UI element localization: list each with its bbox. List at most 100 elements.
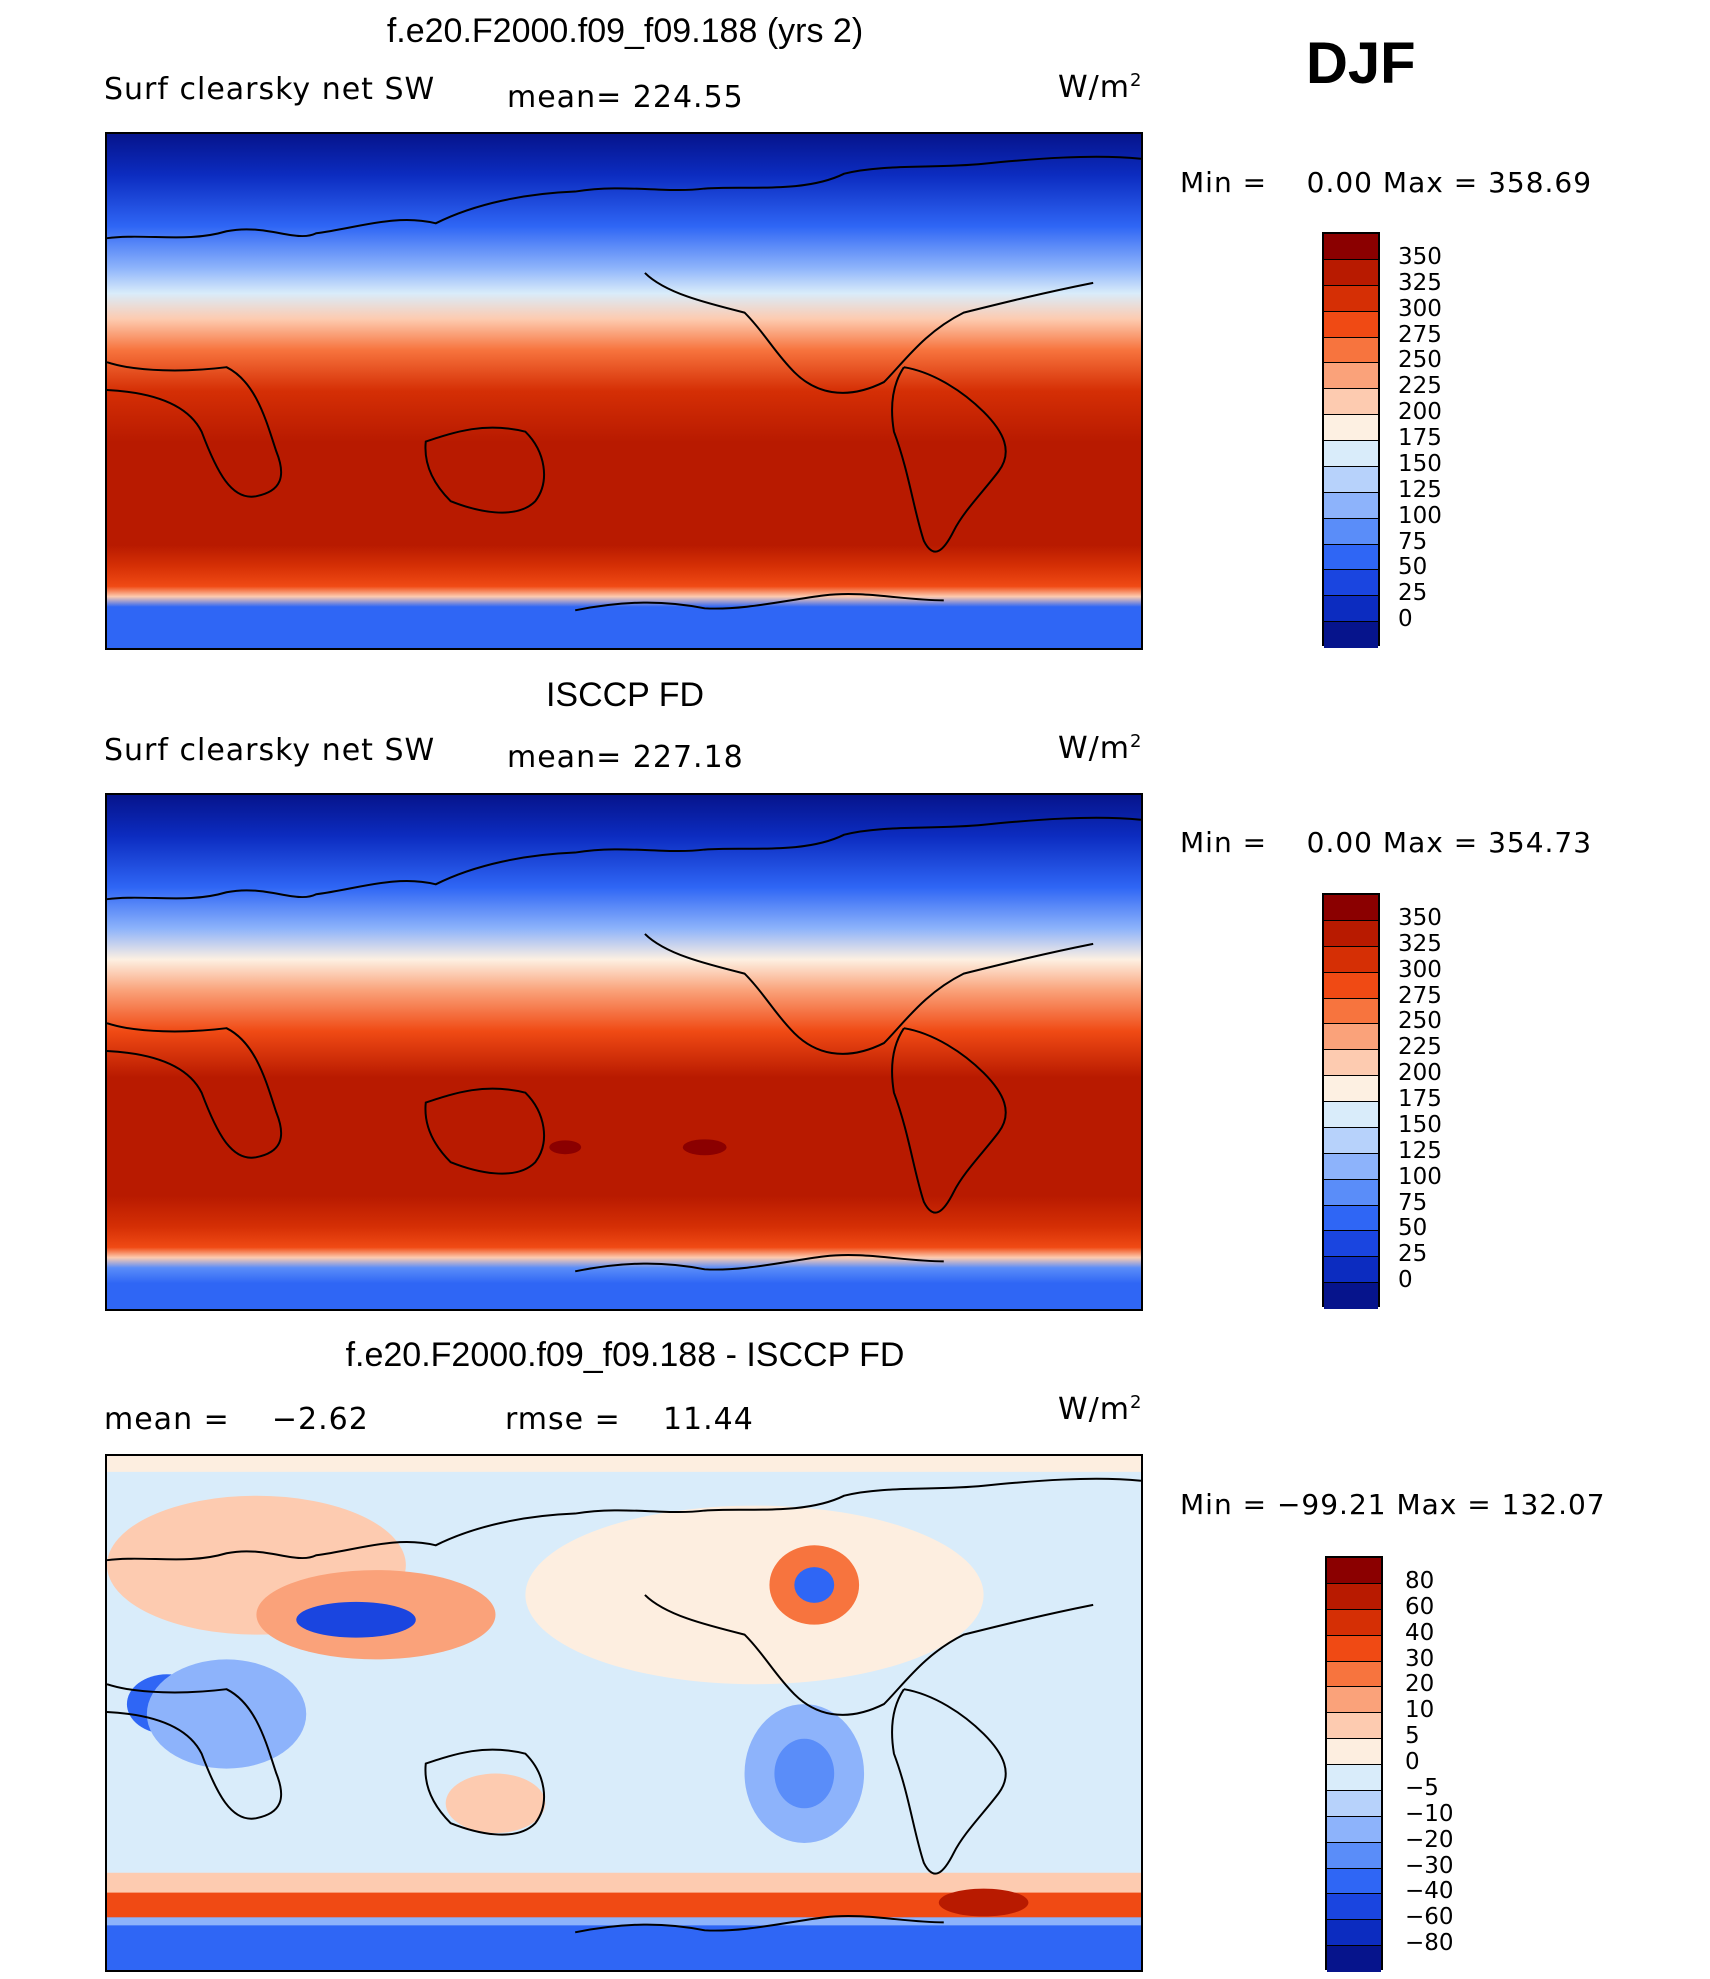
colorbar-segment — [1327, 1894, 1381, 1921]
panel1-minmax: Min = 0.00 Max = 358.69 — [1180, 166, 1592, 199]
panel3-mean-label: mean = — [104, 1402, 230, 1437]
colorbar-segment — [1327, 1816, 1381, 1843]
colorbar-segment — [1324, 1179, 1378, 1206]
panel2-units: W/m2 — [1058, 731, 1143, 766]
panel3-rmse: rmse = 11.44 — [505, 1402, 754, 1437]
panel1-title: f.e20.F2000.f09_f09.188 (yrs 2) — [386, 12, 864, 50]
colorbar-segment — [1324, 492, 1378, 519]
colorbar-segment — [1327, 1920, 1381, 1947]
colorbar-segment — [1324, 285, 1378, 312]
colorbar-tick-label: 300 — [1398, 956, 1442, 983]
colorbar-tick-label: 125 — [1398, 476, 1442, 503]
colorbar-tick-label: 250 — [1398, 347, 1442, 374]
colorbar-segment — [1327, 1842, 1381, 1869]
panel1-units: W/m2 — [1058, 70, 1143, 105]
colorbar-segment — [1324, 570, 1378, 597]
colorbar-tick-label: 125 — [1398, 1137, 1442, 1164]
colorbar-tick-label: 325 — [1398, 930, 1442, 957]
colorbar-segment — [1324, 234, 1378, 260]
colorbar-tick-label: 10 — [1405, 1697, 1435, 1724]
panel2-variable-label: Surf clearsky net SW — [104, 733, 436, 768]
colorbar-segment — [1324, 1257, 1378, 1284]
colorbar-segment — [1324, 1127, 1378, 1154]
panel2-min-value: 0.00 — [1306, 826, 1373, 859]
colorbar-tick-label: 20 — [1405, 1671, 1435, 1698]
colorbar-tick-label: 175 — [1398, 425, 1442, 451]
panel3-min-value: −99.21 — [1276, 1488, 1387, 1521]
panel1-max-value: 358.69 — [1488, 166, 1593, 199]
panel3-min-label: Min = — [1180, 1488, 1268, 1521]
colorbar-tick-label: 200 — [1398, 399, 1442, 426]
colorbar-tick-label: −30 — [1405, 1852, 1454, 1879]
colorbar-tick-label: 150 — [1398, 450, 1442, 477]
colorbar-segment — [1327, 1739, 1381, 1765]
panel1-field — [107, 134, 1141, 648]
colorbar-segment — [1324, 1102, 1378, 1128]
colorbar-segment — [1327, 1868, 1381, 1895]
colorbar-tick-label: 275 — [1398, 982, 1442, 1009]
panel1-mean-value: 224.55 — [632, 80, 744, 115]
panel2-field — [107, 795, 1141, 1309]
colorbar-tick-label: 30 — [1405, 1645, 1435, 1672]
colorbar-tick-label: 80 — [1405, 1567, 1435, 1594]
panel3-map — [105, 1454, 1143, 1972]
colorbar-segment — [1324, 920, 1378, 947]
colorbar-segment — [1324, 441, 1378, 467]
colorbar-segment — [1327, 1790, 1381, 1817]
panel1-map — [105, 132, 1143, 650]
panel1-colorbar — [1322, 232, 1380, 648]
colorbar-segment — [1324, 311, 1378, 338]
colorbar-segment — [1324, 1050, 1378, 1077]
colorbar-segment — [1327, 1946, 1381, 1972]
colorbar-segment — [1324, 337, 1378, 364]
panel3-mean-value: −2.62 — [271, 1402, 369, 1437]
colorbar-tick-label: 75 — [1398, 528, 1428, 555]
panel3-mean: mean = −2.62 — [104, 1402, 369, 1437]
panel1-coastlines — [107, 155, 1141, 612]
colorbar-segment — [1324, 1076, 1378, 1102]
colorbar-segment — [1324, 1231, 1378, 1258]
colorbar-tick-label: 0 — [1398, 606, 1413, 633]
colorbar-tick-label: 0 — [1405, 1749, 1420, 1775]
colorbar-tick-label: 350 — [1398, 904, 1442, 931]
colorbar-tick-label: 250 — [1398, 1008, 1442, 1035]
panel3-max-value: 132.07 — [1501, 1488, 1606, 1521]
colorbar-segment — [1327, 1583, 1381, 1610]
panel3-max-label: Max = — [1396, 1488, 1492, 1521]
colorbar-tick-label: −60 — [1405, 1904, 1454, 1931]
colorbar-segment — [1327, 1558, 1381, 1584]
panel2-minmax: Min = 0.00 Max = 354.73 — [1180, 826, 1592, 859]
colorbar-tick-label: 75 — [1398, 1189, 1428, 1216]
panel2-min-label: Min = — [1180, 826, 1268, 859]
panel3-colorbar — [1325, 1556, 1383, 1972]
panel3-minmax: Min = −99.21 Max = 132.07 — [1180, 1488, 1606, 1521]
panel2-max-spot-2 — [682, 1139, 727, 1156]
colorbar-tick-label: 150 — [1398, 1111, 1442, 1138]
colorbar-segment — [1327, 1765, 1381, 1791]
colorbar-segment — [1324, 518, 1378, 545]
panel1-map-svg — [107, 134, 1141, 648]
colorbar-tick-label: 100 — [1398, 502, 1442, 529]
colorbar-tick-label: −10 — [1405, 1800, 1454, 1827]
panel2-title: ISCCP FD — [545, 676, 705, 714]
colorbar-segment — [1324, 998, 1378, 1025]
colorbar-tick-label: 350 — [1398, 243, 1442, 270]
colorbar-tick-label: −20 — [1405, 1826, 1454, 1853]
colorbar-tick-label: 40 — [1405, 1619, 1435, 1646]
panel2-map — [105, 793, 1143, 1311]
colorbar-tick-label: 5 — [1405, 1723, 1420, 1750]
colorbar-tick-label: 225 — [1398, 373, 1442, 400]
panel3-rmse-label: rmse = — [505, 1402, 621, 1437]
colorbar-segment — [1324, 389, 1378, 416]
colorbar-segment — [1324, 1024, 1378, 1051]
colorbar-tick-label: 25 — [1398, 1241, 1428, 1268]
colorbar-tick-label: 175 — [1398, 1086, 1442, 1112]
panel2-coastlines — [107, 816, 1141, 1273]
panel2-max-label: Max = — [1382, 826, 1479, 859]
panel3-title: f.e20.F2000.f09_f09.188 - ISCCP FD — [345, 1336, 905, 1374]
colorbar-segment — [1327, 1713, 1381, 1740]
colorbar-segment — [1324, 622, 1378, 648]
colorbar-segment — [1324, 1205, 1378, 1232]
colorbar-segment — [1324, 415, 1378, 441]
colorbar-tick-label: 275 — [1398, 321, 1442, 348]
